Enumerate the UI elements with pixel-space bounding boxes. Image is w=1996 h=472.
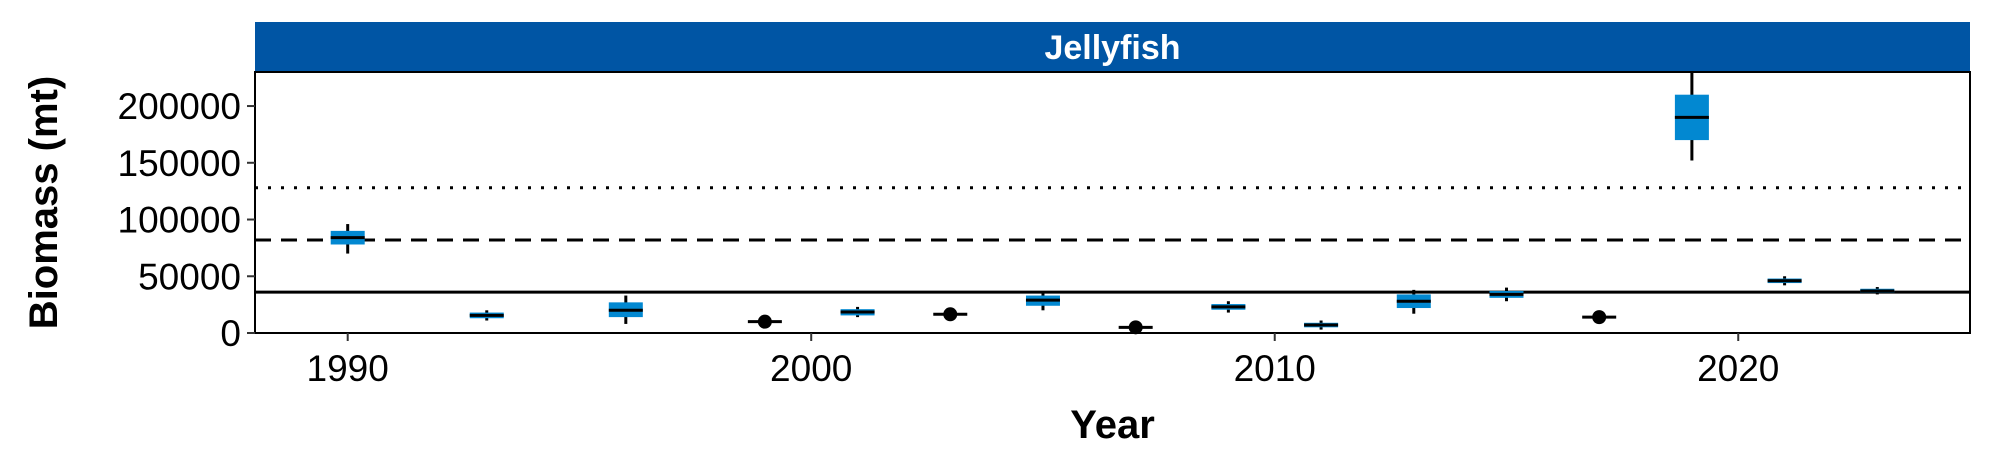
box-2009 [1211,301,1246,313]
data-point [757,314,772,329]
box-2011 [1304,320,1339,330]
x-tick-label: 2000 [770,348,852,389]
box-2005 [1025,291,1060,311]
box-2001 [840,306,875,318]
panel-title: Jellyfish [1044,29,1180,67]
y-tick-label: 100000 [118,200,241,241]
strip-background [255,22,1970,72]
y-axis-title: Biomass (mt) [22,76,66,329]
box-2017 [1582,310,1617,325]
x-axis-title: Year [1070,403,1155,447]
data-boxes [330,72,1895,335]
x-tick-label: 2020 [1697,348,1779,389]
box-2013 [1396,289,1431,314]
data-point [1128,320,1143,335]
strip-header: Jellyfish [255,22,1970,72]
data-point [1592,310,1607,325]
y-tick-label: 50000 [138,256,241,297]
box-2019 [1674,72,1709,161]
box-2007 [1118,320,1153,335]
box-1990 [330,224,365,254]
data-point [943,307,958,322]
x-tick-label: 1990 [307,348,389,389]
x-tick-label: 2010 [1234,348,1316,389]
box-2023 [1860,287,1895,295]
box-2003 [933,307,968,322]
y-tick-label: 0 [220,313,241,354]
y-axis: 0 50000 100000 150000 200000 [118,86,255,354]
box-1999 [747,314,782,329]
box-2021 [1767,276,1802,286]
reference-lines [255,186,1970,294]
y-tick-label: 200000 [118,86,241,127]
box-1993 [469,310,504,321]
y-tick-label: 150000 [118,143,241,184]
x-axis: 1990 2000 2010 2020 [307,333,1779,389]
box-1996 [608,295,643,324]
panel-border [254,71,1971,334]
box-2015 [1489,287,1524,302]
